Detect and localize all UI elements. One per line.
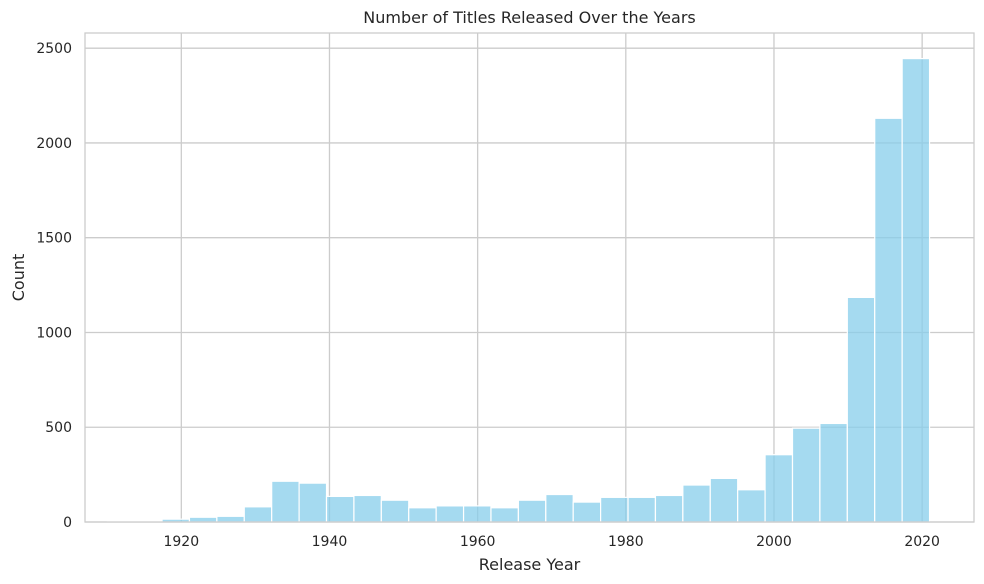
histogram-bar (462, 505, 492, 523)
y-tick-label: 500 (45, 420, 72, 436)
x-tick-label: 2000 (756, 534, 792, 550)
y-tick-labels: 0 500 1000 1500 2000 2500 (36, 41, 72, 531)
histogram-bar (298, 482, 328, 523)
histogram-bar (791, 427, 821, 523)
histogram-bar (819, 422, 848, 523)
x-axis-label: Release Year (479, 555, 581, 574)
histogram-bar (490, 507, 519, 523)
y-tick-label: 2500 (36, 41, 72, 57)
y-tick-label: 1000 (36, 325, 72, 341)
histogram-bar (325, 495, 355, 523)
histogram-bar (682, 484, 711, 523)
histogram-bar (627, 496, 657, 523)
histogram-bar (764, 454, 794, 523)
y-tick-label: 1500 (36, 231, 72, 247)
histogram-bar (216, 515, 245, 523)
histogram-bar (435, 505, 465, 523)
bar-layer (106, 57, 931, 523)
histogram-bar (353, 494, 382, 523)
histogram-bar (380, 499, 410, 523)
histogram-bar (737, 489, 766, 523)
histogram-bar (654, 494, 684, 523)
histogram-bar (517, 499, 547, 523)
histogram-bar (243, 506, 273, 523)
x-tick-label: 1940 (312, 534, 348, 550)
histogram-bar (846, 296, 876, 523)
histogram-bar (188, 516, 218, 523)
plot-frame (84, 32, 975, 523)
x-tick-label: 1980 (608, 534, 644, 550)
x-tick-label: 1920 (163, 534, 199, 550)
histogram-bar (600, 496, 629, 523)
x-tick-labels: 1920 1940 1960 1980 2000 2020 (163, 534, 939, 550)
x-tick-label: 2020 (904, 534, 940, 550)
y-tick-label: 0 (63, 515, 72, 531)
x-tick-label: 1960 (460, 534, 496, 550)
y-axis-label: Count (9, 254, 28, 302)
chart-title: Number of Titles Released Over the Years (363, 8, 695, 27)
histogram-bar (408, 507, 437, 523)
histogram-bar (572, 501, 602, 523)
histogram-bar (709, 477, 739, 523)
histogram-bar (545, 493, 574, 523)
histogram-bar (901, 57, 931, 523)
histogram-bar (874, 117, 903, 523)
histogram-bar (271, 480, 300, 523)
y-tick-label: 2000 (36, 136, 72, 152)
